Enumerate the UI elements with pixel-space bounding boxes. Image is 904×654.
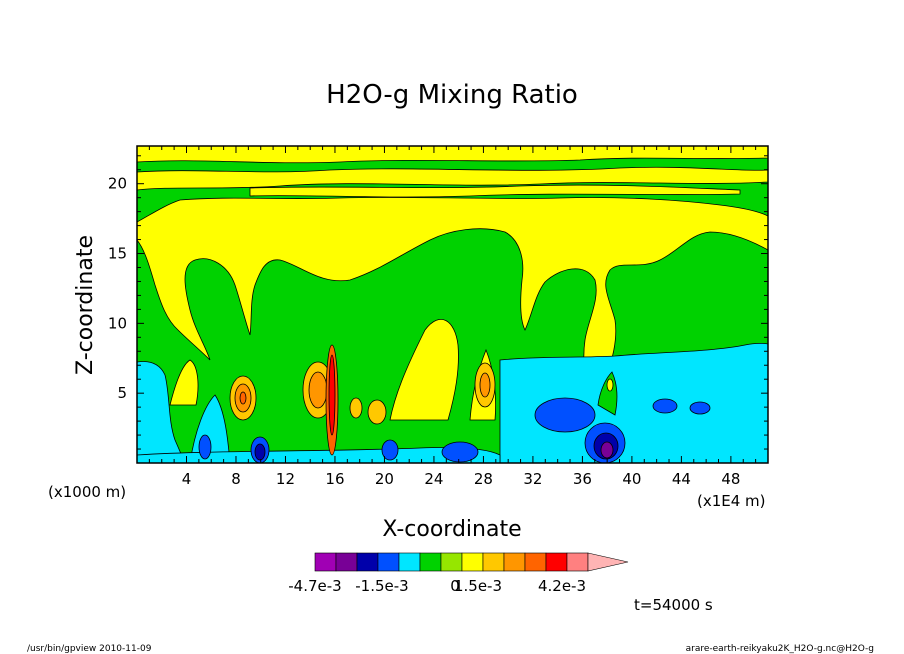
colorbar-swatch: [335, 552, 358, 572]
field-yellow-body: [137, 197, 768, 406]
field-blue-cell: [652, 398, 678, 414]
colorbar-label: -4.7e-3: [288, 577, 341, 595]
field-warm-cell: [349, 397, 363, 419]
field-blue-cell: [381, 439, 399, 461]
x-scale-note: (x1E4 m): [697, 492, 766, 510]
field-upper-band: [137, 166, 768, 191]
x-tick-label: 12: [276, 470, 295, 488]
field-top-band: [137, 146, 768, 164]
y-tick-label: 15: [108, 245, 127, 263]
x-tick-label: 44: [672, 470, 691, 488]
colorbar-swatch: [545, 552, 568, 572]
colorbar-swatch: [566, 552, 589, 572]
field-thin-band: [249, 184, 741, 198]
field-blue-cell: [534, 397, 596, 433]
y-scale-note: (x1000 m): [48, 483, 126, 501]
colorbar-swatch: [314, 552, 337, 572]
time-label: t=54000 s: [634, 596, 713, 614]
x-tick-label: 28: [474, 470, 493, 488]
colorbar-extend-arrow: [587, 552, 629, 572]
x-tick-label: 48: [721, 470, 740, 488]
colorbar-label: -1.5e-3: [355, 577, 408, 595]
colorbar-labels: -4.7e-3 -1.5e-3 01.5e-3 4.2e-3: [288, 577, 586, 595]
field-blue-cell: [600, 441, 614, 459]
colorbar-label: 1.5e-3: [454, 577, 502, 595]
y-axis-label: Z-coordinate: [73, 235, 98, 375]
x-tick-label: 24: [424, 470, 443, 488]
y-axis-ticks: 5 10 15 20: [108, 155, 768, 450]
x-tick-label: 36: [573, 470, 592, 488]
field-cyan-right: [499, 342, 768, 463]
colorbar-swatch: [461, 552, 484, 572]
field-warm-cell: [239, 391, 247, 405]
x-axis-label: X-coordinate: [382, 517, 521, 542]
colorbar-label: 4.2e-3: [538, 577, 586, 595]
y-tick-label: 20: [108, 175, 127, 193]
contour-field: [137, 146, 768, 463]
colorbar-swatch: [356, 552, 379, 572]
y-tick-label: 10: [108, 314, 127, 332]
colorbar-swatch: [419, 552, 442, 572]
field-warm-cell: [367, 399, 387, 425]
colorbar: [314, 552, 629, 572]
x-tick-label: 20: [375, 470, 394, 488]
colorbar-swatch: [398, 552, 421, 572]
field-blue-cell: [689, 401, 711, 415]
field-warm-cell: [606, 378, 614, 392]
x-tick-label: 4: [182, 470, 192, 488]
plot-frame: [136, 145, 769, 464]
chart-title: H2O-g Mixing Ratio: [326, 80, 578, 110]
field-blue-cell: [441, 441, 479, 463]
field-warm-cell: [308, 371, 328, 409]
field-blue-cell: [198, 434, 212, 460]
colorbar-swatch: [482, 552, 505, 572]
footer-left: /usr/bin/gpview 2010-11-09: [27, 644, 152, 654]
colorbar-label: 0: [450, 577, 460, 595]
x-tick-label: 40: [622, 470, 641, 488]
x-tick-label: 8: [231, 470, 241, 488]
field-plume-a: [169, 359, 199, 406]
x-tick-label: 16: [325, 470, 344, 488]
x-tick-label: 32: [523, 470, 542, 488]
field-warm-cell: [479, 372, 491, 398]
colorbar-swatch: [377, 552, 400, 572]
colorbar-swatch: [524, 552, 547, 572]
field-plume-b: [389, 319, 459, 421]
colorbar-swatch: [503, 552, 526, 572]
field-blue-cell: [254, 443, 266, 461]
field-warm-cell: [328, 354, 336, 436]
footer-right: arare-earth-reikyaku2K_H2O-g.nc@H2O-g: [686, 644, 874, 654]
y-tick-label: 5: [117, 384, 127, 402]
x-axis-ticks: 4 8 12 16 20 24 28 32 36 40 44 48: [148, 146, 757, 488]
colorbar-swatch: [440, 552, 463, 572]
field-cyan-left: [137, 361, 186, 463]
